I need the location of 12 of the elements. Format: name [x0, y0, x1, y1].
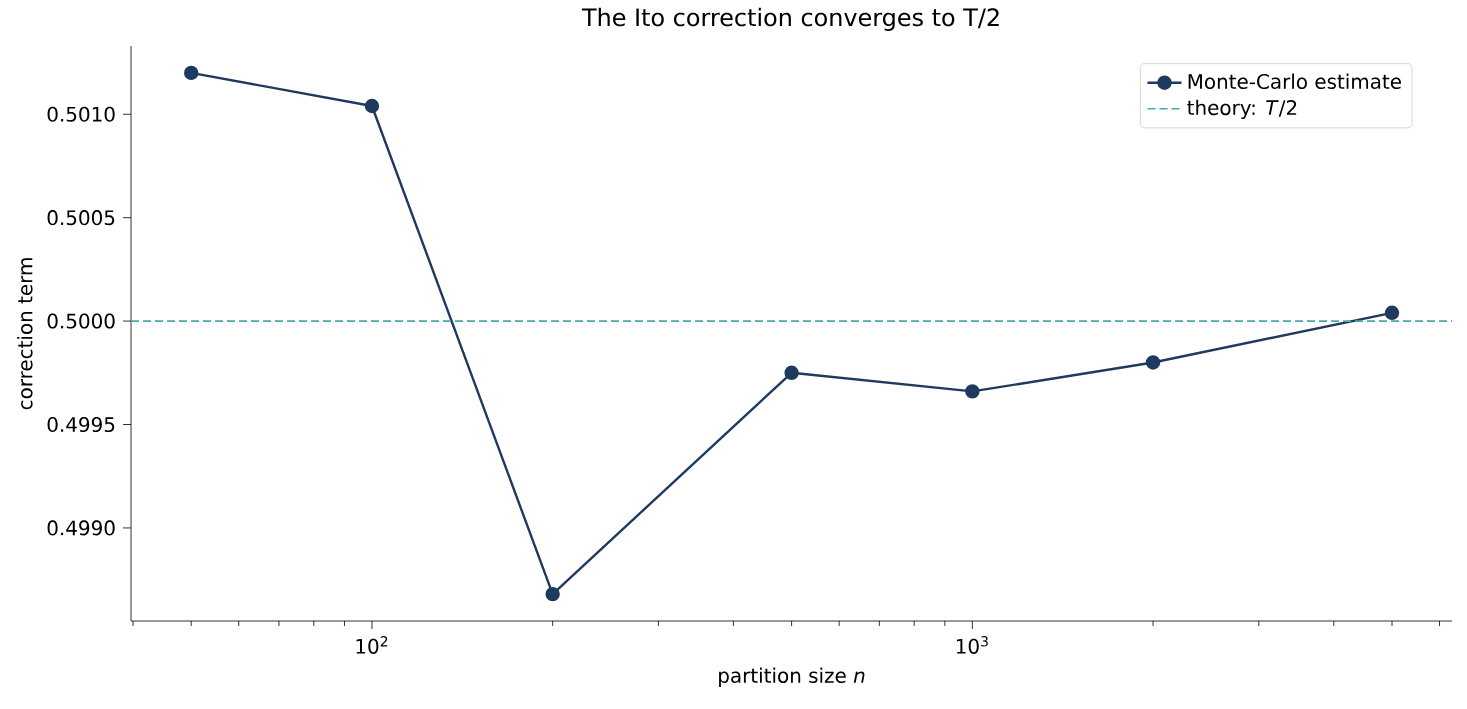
y-tick-label: 0.5010 [47, 106, 115, 122]
y-tick-label: 0.5005 [47, 210, 115, 226]
y-axis-title: correction term [17, 258, 33, 410]
x-tick-label: 10$^{2}$ [356, 636, 388, 654]
chart-title: The Ito correction converges to T/2 [581, 7, 999, 31]
y-tick-label: 0.4990 [47, 520, 115, 536]
x-axis-title: partition size n [719, 667, 865, 687]
y-tick-label: 0.4995 [47, 416, 115, 433]
legend-label: Monte-Carlo estimate [1188, 73, 1401, 90]
legend-label: theory: T/2 [1187, 99, 1297, 120]
x-tick-label: 10$^{3}$ [956, 636, 988, 654]
y-tick-label: 0.5000 [47, 313, 115, 329]
